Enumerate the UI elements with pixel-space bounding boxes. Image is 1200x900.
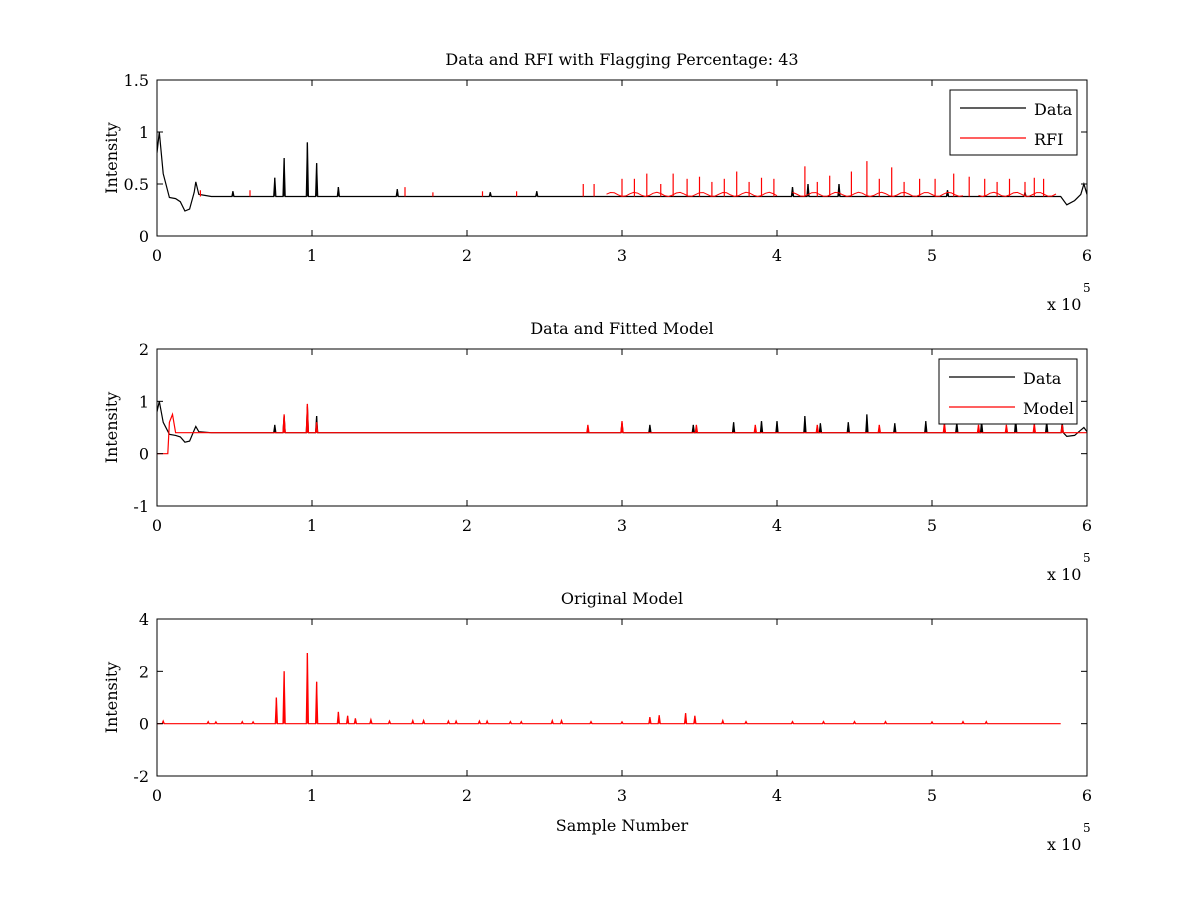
chart2-legend-label: Model — [1023, 399, 1074, 418]
chart2-ytick-label: 0 — [139, 445, 149, 464]
chart2-legend-box — [938, 358, 1078, 425]
chart3-line-1 — [157, 652, 1061, 725]
chart1-xtick-label: 5 — [927, 246, 937, 265]
chart1-line-data — [157, 131, 1087, 212]
chart2-series-model — [157, 403, 1087, 455]
chart3-xtick-label: 3 — [617, 786, 627, 805]
chart3-xtick-label: 5 — [927, 786, 937, 805]
chart3-ytick-label: 4 — [139, 610, 149, 629]
chart3-ytick-label: 2 — [139, 662, 149, 681]
chart1-xtick-label: 4 — [772, 246, 782, 265]
chart3-xlabel: Sample Number — [556, 816, 689, 835]
chart1-xtick-label: 0 — [152, 246, 162, 265]
chart2-xtick-label: 3 — [617, 516, 627, 535]
chart1-xtick-label: 6 — [1082, 246, 1092, 265]
chart3-ylabel: Intensity — [102, 662, 121, 734]
chart3-xtick-label: 0 — [152, 786, 162, 805]
chart1-ytick-label: 0 — [139, 227, 149, 246]
chart2-legend: Data Model — [938, 358, 1078, 425]
chart1-title: Data and RFI with Flagging Percentage: 4… — [445, 50, 798, 69]
chart1-legend-box — [949, 89, 1078, 156]
chart2-xtick-label: 0 — [152, 516, 162, 535]
chart2-title: Data and Fitted Model — [530, 319, 713, 338]
chart1-x-exponent-power: 5 — [1083, 281, 1091, 295]
chart3-ytick-label: 0 — [139, 715, 149, 734]
chart2-legend-label: Data — [1023, 369, 1062, 388]
chart2-ylabel: Intensity — [102, 392, 121, 464]
chart1-rfi-segment — [606, 191, 778, 198]
chart2-ytick-label: 2 — [139, 340, 149, 359]
chart3-xtick-label: 1 — [307, 786, 317, 805]
chart2-ytick-label: 1 — [139, 392, 149, 411]
chart2-xtick-label: 1 — [307, 516, 317, 535]
chart1-rfi-segment — [978, 191, 1057, 198]
chart2-xtick-label: 6 — [1082, 516, 1092, 535]
chart1-ylabel: Intensity — [102, 122, 121, 194]
chart3-xtick-label: 4 — [772, 786, 782, 805]
chart1-xtick-label: 2 — [462, 246, 472, 265]
chart3-x-exponent-base: x 10 — [1047, 835, 1081, 854]
chart1-axes — [156, 79, 1088, 237]
chart1-legend-label: Data — [1034, 100, 1073, 119]
chart1-xtick-label: 1 — [307, 246, 317, 265]
chart2-xtick-label: 5 — [927, 516, 937, 535]
chart3-series-1 — [157, 652, 1061, 725]
chart2-xtick-label: 4 — [772, 516, 782, 535]
chart2-ytick-label: -1 — [133, 497, 149, 516]
chart3-xtick-label: 2 — [462, 786, 472, 805]
chart1-rfi-segment — [792, 191, 964, 198]
chart3-ytick-label: -2 — [133, 767, 149, 786]
chart1-xtick-label: 3 — [617, 246, 627, 265]
chart1-ytick-label: 0.5 — [124, 175, 149, 194]
chart2-xtick-label: 2 — [462, 516, 472, 535]
chart1-series-rfi — [199, 161, 1057, 198]
chart2-x-exponent-power: 5 — [1083, 551, 1091, 565]
chart1-series-data — [157, 131, 1087, 212]
chart1-legend: Data RFI — [949, 89, 1078, 156]
chart1-ytick-label: 1 — [139, 123, 149, 142]
chart1-x-exponent-base: x 10 — [1047, 295, 1081, 314]
chart1-ytick-label: 1.5 — [124, 71, 149, 90]
chart3-x-exponent-power: 5 — [1083, 821, 1091, 835]
chart3-xtick-label: 6 — [1082, 786, 1092, 805]
chart3-title: Original Model — [561, 589, 683, 608]
chart2-x-exponent-base: x 10 — [1047, 565, 1081, 584]
chart1-legend-label: RFI — [1034, 130, 1063, 149]
chart3-axes — [156, 618, 1088, 777]
